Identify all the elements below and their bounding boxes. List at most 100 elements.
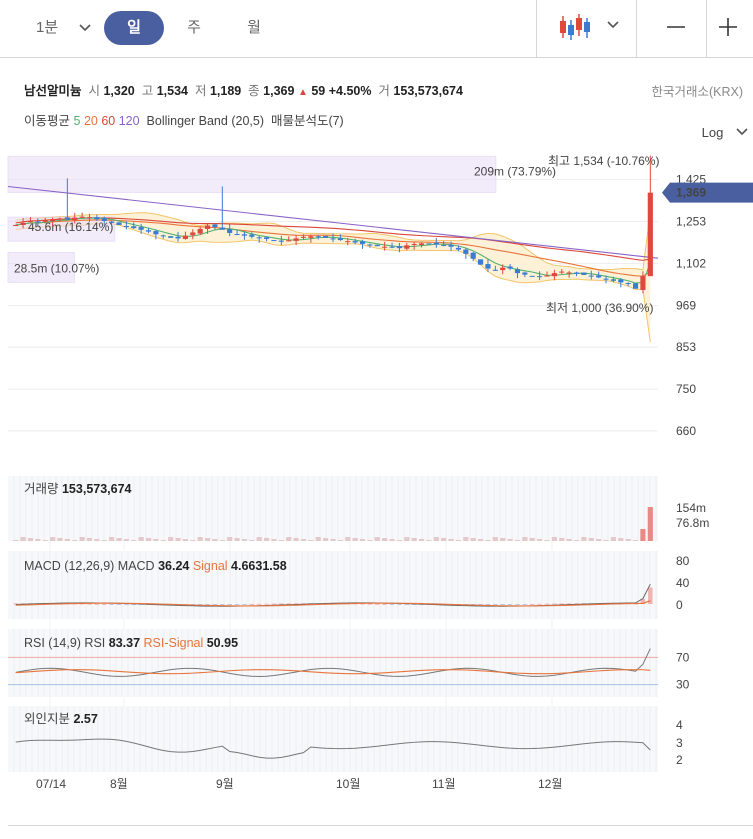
bottom-divider xyxy=(8,825,753,826)
macd-histogram-bar xyxy=(102,603,107,605)
volume-bar xyxy=(640,529,646,541)
candle-body xyxy=(86,217,93,219)
macd-histogram-bar xyxy=(552,603,557,605)
volume-bar xyxy=(278,540,284,541)
candle-body xyxy=(507,266,513,269)
macd-signal-value: 4.6631.58 xyxy=(231,559,287,573)
candle-body xyxy=(57,218,63,220)
candle-body xyxy=(485,264,491,269)
macd-histogram-bar xyxy=(279,603,284,605)
candle-body xyxy=(551,273,557,277)
foreign-ownership-line xyxy=(15,738,651,759)
macd-histogram-bar xyxy=(13,603,18,605)
candle-body xyxy=(418,243,425,246)
chart-type-button[interactable] xyxy=(552,10,632,46)
macd-histogram-bar xyxy=(382,603,387,605)
volume-bar xyxy=(72,540,78,541)
candle-body xyxy=(145,230,152,232)
candle-body xyxy=(566,272,572,274)
candle-body xyxy=(249,234,255,237)
ma60-line xyxy=(15,217,651,261)
volume-profile-label: 45.6m (16.14%) xyxy=(28,220,113,234)
volume-bar xyxy=(433,537,439,541)
change-percent: +4.50% xyxy=(328,84,372,98)
candle-body xyxy=(404,245,410,249)
volume-bar xyxy=(308,540,314,541)
toolbar-divider xyxy=(636,0,637,57)
candle-body xyxy=(596,275,602,278)
volume-bar xyxy=(573,540,580,541)
candle-body xyxy=(286,240,292,242)
volume-bar xyxy=(153,539,159,541)
volume-bar xyxy=(448,539,454,541)
minus-icon xyxy=(667,26,685,28)
indicator-row: 이동평균 5 20 60 120 Bollinger Band (20,5) 매… xyxy=(24,110,344,129)
price-axis-tick: 660 xyxy=(676,424,696,438)
candle-body xyxy=(72,217,78,221)
exchange-label[interactable]: 한국거래소(KRX) xyxy=(651,85,743,99)
plus-icon xyxy=(719,18,737,36)
x-axis-tick: 10월 xyxy=(336,777,360,791)
candle-body xyxy=(94,217,100,220)
bollinger-label[interactable]: Bollinger Band xyxy=(146,114,228,128)
timeframe-week-tab[interactable]: 주 xyxy=(187,19,201,36)
candle-body xyxy=(522,272,528,275)
macd-histogram-bar xyxy=(397,604,402,605)
volume-bar xyxy=(271,539,277,541)
price-axis-tick: 1,253 xyxy=(676,215,706,229)
open-label: 시 xyxy=(88,84,100,98)
volume-bar xyxy=(507,539,513,541)
x-axis-tick: 12월 xyxy=(538,777,562,791)
rsi-axis-tick: 30 xyxy=(676,678,690,692)
foreign-axis-tick: 3 xyxy=(676,736,683,750)
candle-body xyxy=(588,275,594,277)
volume-bar xyxy=(138,537,144,541)
ma-label[interactable]: 이동평균 xyxy=(24,114,71,128)
timeframe-day-tab[interactable]: 일 xyxy=(104,11,164,45)
candle-body xyxy=(647,192,653,277)
macd-histogram-bar xyxy=(574,603,579,605)
zoom-out-button[interactable] xyxy=(656,10,696,46)
candle-body xyxy=(448,244,454,247)
candle-body xyxy=(345,241,351,243)
volume-bar xyxy=(286,537,292,541)
macd-histogram-bar xyxy=(220,604,225,605)
volume-profile-label: 209m (73.79%) xyxy=(474,164,556,178)
volume-bar xyxy=(315,537,321,541)
volume-bar xyxy=(145,538,152,541)
x-axis-tick: 8월 xyxy=(110,777,128,791)
macd-panel-title: MACD (12,26,9) MACD 36.24 Signal 4.6631.… xyxy=(24,559,287,573)
volume-bar xyxy=(42,540,48,541)
macd-histogram-bar xyxy=(256,603,262,605)
candle-body xyxy=(610,279,616,281)
x-axis-tick: 07/14 xyxy=(36,777,66,791)
ma60-label: 60 xyxy=(101,114,116,128)
candle-body xyxy=(168,236,174,238)
ma20-label: 20 xyxy=(83,114,98,128)
timeframe-minute-select[interactable]: 1분 xyxy=(22,11,100,45)
volume-bar xyxy=(470,538,476,541)
candle-body xyxy=(271,240,277,242)
volume-bar xyxy=(323,538,329,541)
low-value: 1,189 xyxy=(209,84,242,98)
candle-body xyxy=(315,236,321,238)
candle-body xyxy=(581,272,587,275)
candle-body xyxy=(79,216,85,218)
volume-panel-title: 거래량 153,573,674 xyxy=(24,482,132,496)
timeframe-month-tab[interactable]: 월 xyxy=(247,19,261,36)
volume-bar xyxy=(374,537,380,541)
macd-histogram-bar xyxy=(375,603,380,605)
candle-body xyxy=(116,222,122,225)
scale-mode-select[interactable]: Log xyxy=(702,125,748,140)
macd-histogram-bar xyxy=(648,587,653,604)
zoom-in-button[interactable] xyxy=(708,10,748,46)
volume-bar xyxy=(426,540,432,541)
macd-signal-label: Signal xyxy=(189,559,231,573)
candle-body xyxy=(293,238,299,241)
volume-bar xyxy=(234,538,240,541)
candle-body xyxy=(441,245,447,247)
volume-profile-label[interactable]: 매물분석도(7) xyxy=(270,114,344,128)
rsi-panel-title: RSI (14,9) RSI 83.37 RSI-Signal 50.95 xyxy=(24,636,238,650)
rsi-signal-label: RSI-Signal xyxy=(140,636,207,650)
